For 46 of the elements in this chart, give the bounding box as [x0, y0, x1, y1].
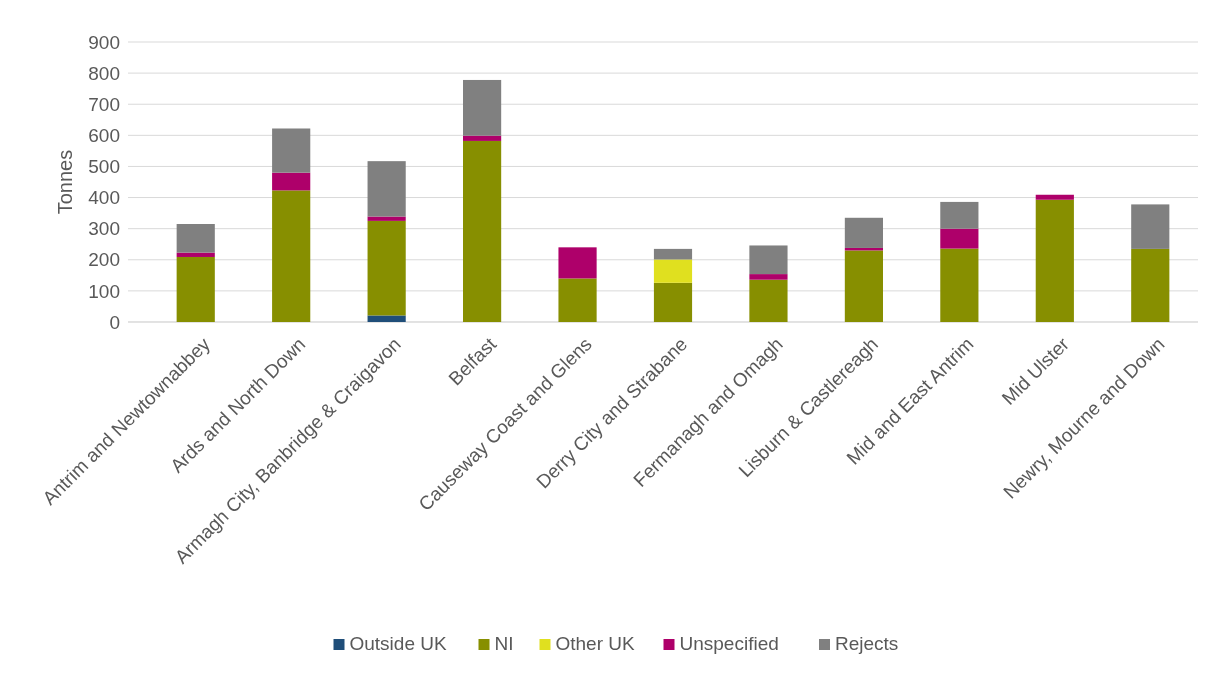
bar: [1035, 199, 1074, 322]
y-tick-label: 600: [88, 124, 120, 146]
y-tick-label: 200: [88, 249, 120, 271]
legend-label: Outside UK: [349, 633, 447, 654]
y-tick-label: 0: [109, 311, 120, 333]
bar: [463, 140, 502, 322]
bar: [653, 259, 693, 283]
bar: [844, 250, 883, 322]
bar: [558, 247, 597, 279]
legend-label: Other UK: [555, 633, 636, 654]
y-axis-title: Tonnes: [54, 149, 76, 215]
legend-label: NI: [494, 633, 514, 654]
y-tick-label: 800: [88, 62, 120, 84]
bar: [367, 220, 406, 316]
bar: [653, 282, 693, 322]
bar: [1035, 194, 1074, 200]
bar: [1131, 248, 1170, 322]
bar: [176, 224, 215, 253]
bar: [272, 128, 311, 173]
bar: [272, 172, 311, 191]
y-tick-label: 300: [88, 218, 120, 240]
bar: [367, 315, 406, 322]
bar: [940, 201, 979, 229]
bar: [463, 135, 502, 141]
bar: [367, 216, 406, 221]
bar: [176, 252, 215, 257]
bar: [463, 79, 502, 136]
legend-label: Unspecified: [679, 633, 779, 654]
bar: [844, 217, 883, 248]
bar: [176, 256, 215, 322]
bar: [749, 279, 788, 322]
y-tick-label: 400: [88, 187, 120, 209]
bar: [940, 228, 979, 249]
bar: [749, 245, 788, 275]
y-tick-label: 500: [88, 156, 120, 178]
legend-label: Rejects: [835, 633, 899, 654]
bar: [653, 248, 693, 260]
bar: [367, 161, 406, 217]
y-tick-label: 100: [88, 280, 120, 302]
y-tick-label: 700: [88, 93, 120, 115]
bar: [749, 274, 788, 280]
bar: [1131, 204, 1170, 249]
bar: [940, 248, 979, 322]
y-tick-label: 900: [88, 31, 120, 53]
bar: [272, 190, 311, 322]
bar: [558, 278, 597, 322]
